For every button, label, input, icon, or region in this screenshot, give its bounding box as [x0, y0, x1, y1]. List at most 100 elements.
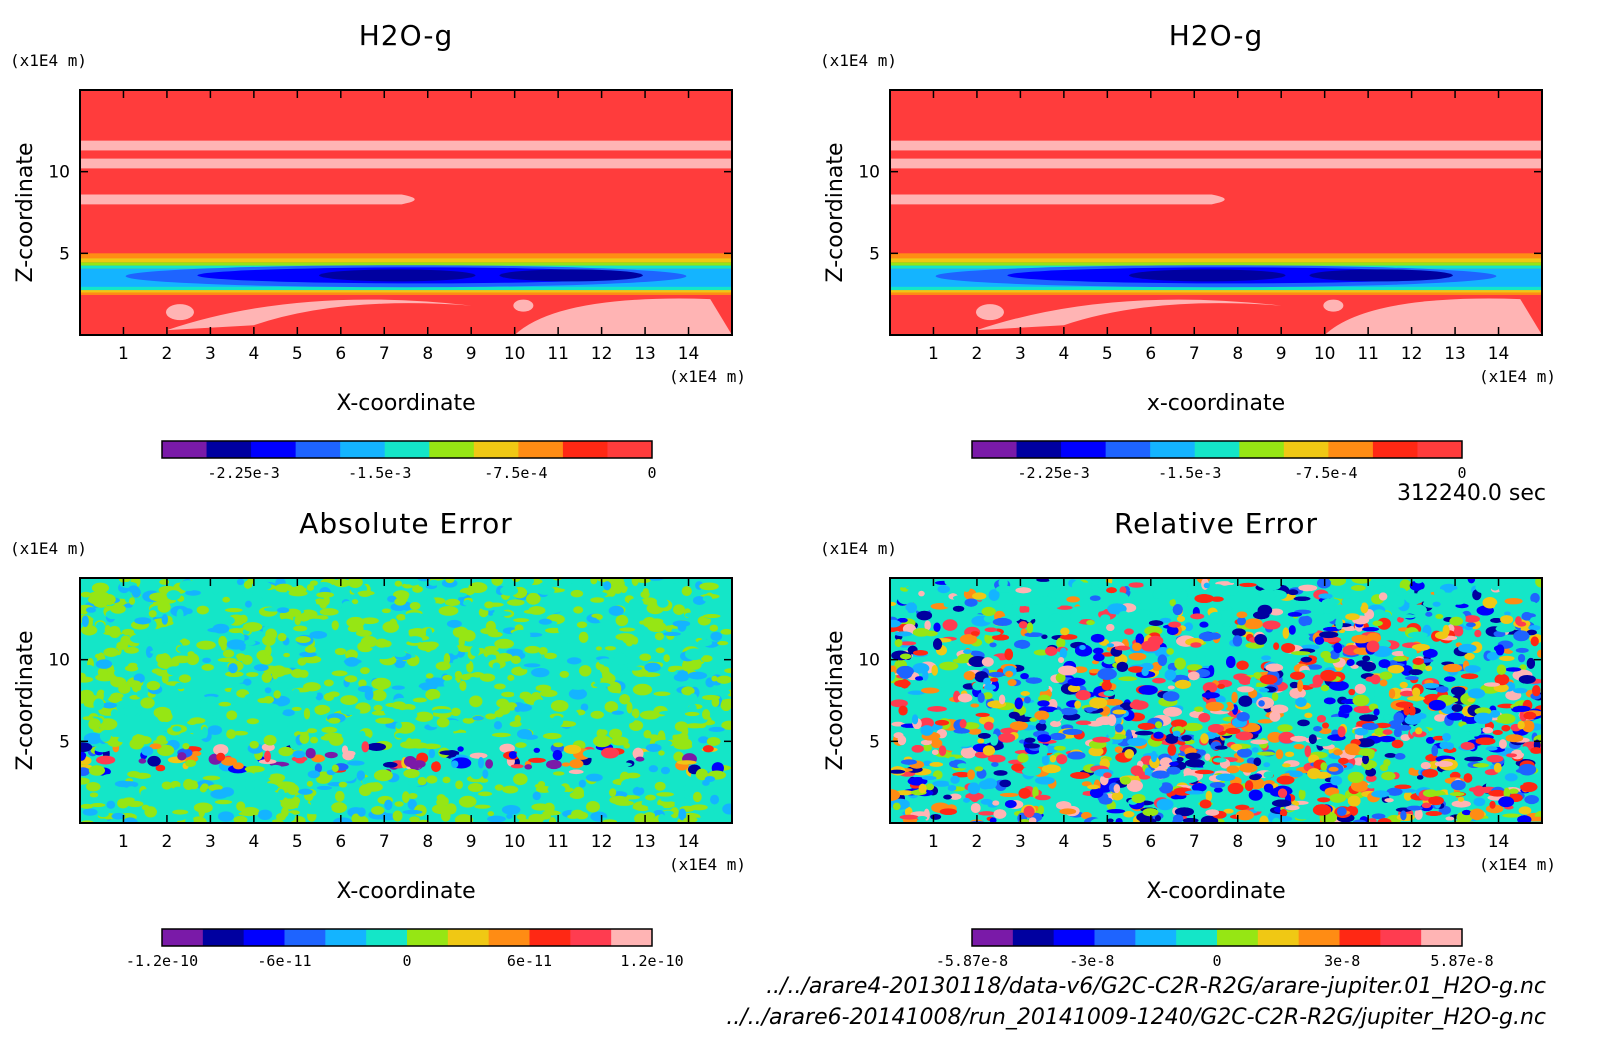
- field-blob: [436, 717, 450, 728]
- field-blob: [1059, 707, 1078, 716]
- field-blob: [1277, 788, 1288, 798]
- field-blob: [524, 645, 541, 654]
- field-blob: [1259, 815, 1269, 823]
- field-blob: [930, 814, 942, 820]
- colorbar-segment: [251, 441, 297, 458]
- field-blob: [964, 598, 978, 607]
- colorbar-segment: [518, 441, 564, 458]
- field-blob: [217, 811, 234, 822]
- field-blob: [559, 670, 570, 678]
- field-blob: [1450, 589, 1467, 600]
- field-blob: [557, 625, 565, 634]
- field-blob: [711, 696, 720, 708]
- field-blob: [294, 615, 301, 626]
- field-blob: [1238, 675, 1252, 685]
- field-blob: [264, 750, 271, 763]
- field-blob: [1213, 787, 1223, 793]
- field-blob: [1298, 584, 1318, 592]
- field-blob: [1339, 704, 1353, 714]
- field-blob: [1350, 780, 1369, 792]
- field-blob: [347, 625, 360, 633]
- field-blob: [296, 725, 309, 733]
- field-blob: [1174, 807, 1194, 817]
- field-blob: [401, 710, 412, 721]
- field-blob: [665, 578, 682, 584]
- field-blob: [1121, 578, 1134, 583]
- field-blob: [1335, 617, 1343, 630]
- field-blob: [1296, 602, 1314, 607]
- field-blob: [1169, 761, 1179, 766]
- field-blob: [118, 792, 135, 800]
- colorbar-segment: [1176, 929, 1218, 946]
- field-blob: [140, 697, 155, 709]
- field-blob: [673, 751, 684, 762]
- field-blob: [1276, 600, 1288, 608]
- colorbar-segment: [1094, 929, 1136, 946]
- field-blob: [276, 607, 290, 614]
- field-blob: [344, 657, 360, 667]
- field-blob: [120, 635, 131, 646]
- field-blob: [474, 804, 491, 809]
- field-blob: [1504, 611, 1511, 616]
- field-blob: [604, 701, 619, 713]
- field-blob: [155, 764, 166, 772]
- field-blob: [454, 578, 471, 590]
- field-blob: [1513, 687, 1528, 694]
- field-blob: [1256, 578, 1270, 588]
- field-blob: [1312, 804, 1332, 816]
- field-blob: [685, 632, 697, 639]
- x-tick-label: 12: [1401, 344, 1423, 364]
- field-blob: [1183, 622, 1194, 632]
- field-blob: [1470, 604, 1477, 613]
- field-blob: [1445, 816, 1455, 821]
- field-blob: [1482, 597, 1498, 609]
- field-blob: [934, 719, 950, 726]
- field-blob: [516, 813, 527, 821]
- field-blob: [1017, 753, 1029, 763]
- field-blob: [614, 762, 633, 767]
- field-blob: [1169, 598, 1176, 607]
- field-blob: [141, 804, 150, 811]
- field-blob: [1236, 611, 1248, 619]
- field-blob: [424, 642, 433, 653]
- field-blob: [1010, 580, 1025, 587]
- field-blob: [242, 591, 253, 597]
- time-label: 312240.0 sec: [1397, 481, 1546, 506]
- field-blob: [990, 677, 999, 682]
- field-blob: [1153, 588, 1174, 595]
- field-blob: [1159, 617, 1172, 623]
- field-blob: [297, 657, 307, 666]
- field-blob: [268, 773, 286, 783]
- field-blob: [494, 683, 506, 690]
- field-blob: [569, 791, 585, 800]
- field-blob: [890, 619, 901, 628]
- field-blob: [387, 595, 397, 603]
- field-blob: [409, 686, 423, 696]
- field-blob: [258, 805, 268, 812]
- x-unit-label: (x1E4 m): [669, 367, 746, 386]
- field-blob: [1056, 637, 1066, 648]
- field-blob: [646, 734, 660, 739]
- field-blob: [465, 673, 476, 678]
- field-blob: [1422, 682, 1440, 689]
- field-blob: [1215, 773, 1236, 782]
- field-blob: [1125, 729, 1132, 742]
- field-blob: [663, 654, 670, 662]
- field-blob: [647, 621, 667, 633]
- field-blob: [1394, 753, 1406, 760]
- field-blob: [1067, 684, 1081, 693]
- field-blob: [1205, 809, 1220, 816]
- band-pink: [80, 158, 732, 169]
- x-tick-label: 5: [1102, 832, 1113, 852]
- field-blob: [586, 801, 600, 813]
- field-blob: [628, 598, 644, 609]
- field-blob: [458, 635, 465, 647]
- field-blob: [389, 618, 398, 631]
- field-blob: [681, 686, 695, 696]
- field-blob: [306, 780, 313, 787]
- field-blob: [1379, 679, 1388, 687]
- colorbar-segment: [1417, 441, 1463, 458]
- field-blob: [1451, 686, 1466, 696]
- x-unit-label: (x1E4 m): [1479, 367, 1556, 386]
- field-blob: [914, 676, 924, 681]
